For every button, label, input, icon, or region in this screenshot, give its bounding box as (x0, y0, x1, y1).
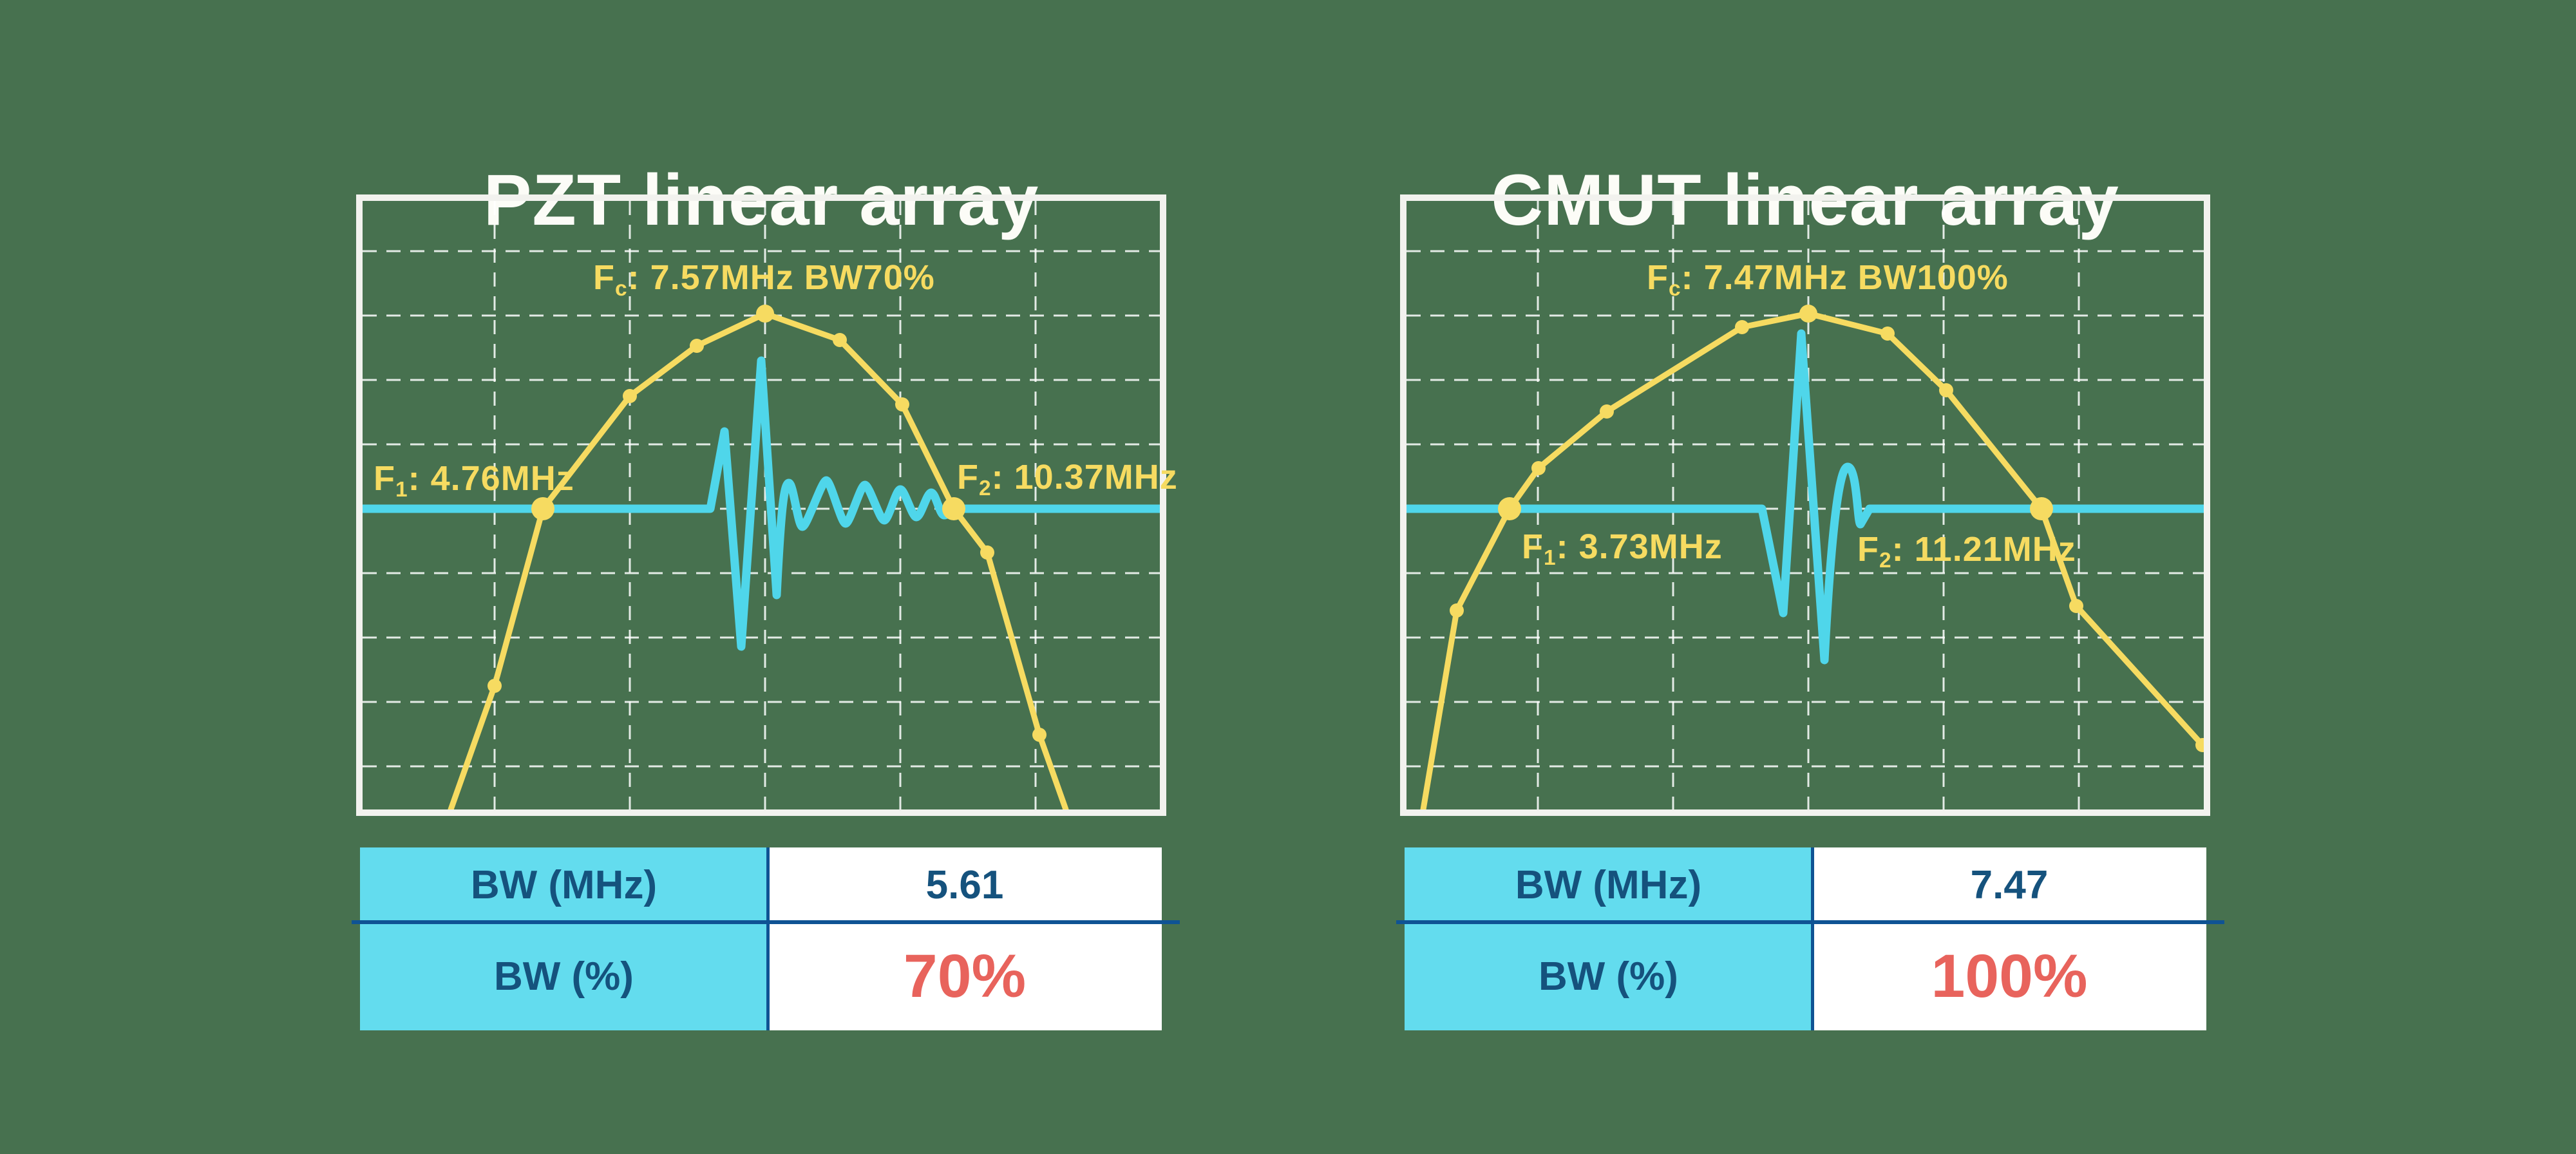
pzt-spectrum-chart: Fc: 7.57MHz BW70% F1: 4.76MHz F2: 10.37M… (356, 194, 1177, 816)
spectrum-curve (448, 310, 1069, 809)
row-value: 7.47 (1812, 847, 2206, 922)
fc-annotation: Fc: 7.57MHz BW70% (593, 258, 935, 301)
spectrum-markers (488, 305, 1046, 742)
table-row-divider (1396, 920, 2224, 924)
pzt-chart-svg (363, 201, 1160, 809)
row-label: BW (%) (360, 922, 768, 1030)
cmut-chart-svg (1406, 201, 2204, 809)
f1-annotation: F1: 4.76MHz (374, 459, 574, 502)
table-row-divider (352, 920, 1180, 924)
f1-annotation: F1: 3.73MHz (1522, 527, 1723, 571)
row-label: BW (%) (1405, 922, 1812, 1030)
table-row: BW (MHz) 5.61 (360, 847, 1162, 922)
pulse-waveform (1406, 329, 2204, 665)
cmut-bandwidth-table: BW (MHz) 7.47 BW (%) 100% (1396, 847, 2224, 1030)
pulse-waveform (363, 356, 1160, 651)
row-value: 5.61 (768, 847, 1162, 922)
spectrum-markers (1450, 305, 2204, 752)
table-column-divider (766, 847, 770, 1030)
pzt-bandwidth-table: BW (MHz) 5.61 BW (%) 70% (352, 847, 1180, 1030)
f2-annotation: F2: 11.21MHz (1857, 530, 2076, 573)
fc-annotation: Fc: 7.47MHz BW100% (1647, 258, 2009, 301)
row-label: BW (MHz) (360, 847, 768, 922)
cmut-spectrum-chart: Fc: 7.47MHz BW100% F1: 3.73MHz F2: 11.21… (1400, 194, 2210, 816)
row-value: 100% (1812, 922, 2206, 1030)
row-label: BW (MHz) (1405, 847, 1812, 922)
spectrum-curve (1420, 310, 2204, 809)
row-value: 70% (768, 922, 1162, 1030)
table-row: BW (MHz) 7.47 (1405, 847, 2206, 922)
grid-lines (1406, 201, 2204, 809)
table-row: BW (%) 100% (1405, 922, 2206, 1030)
table-row: BW (%) 70% (360, 922, 1162, 1030)
f2-annotation: F2: 10.37MHz (957, 458, 1178, 501)
table-column-divider (1811, 847, 1814, 1030)
